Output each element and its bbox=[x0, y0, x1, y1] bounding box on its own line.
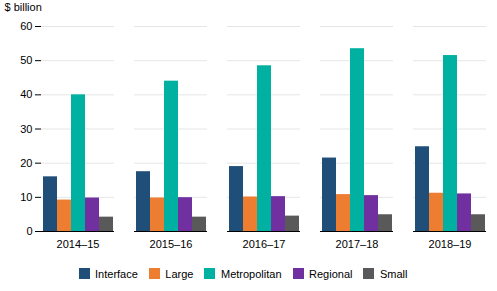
html-text:Metropolitan: Metropolitan bbox=[221, 267, 282, 280]
svg-text:$ billion: $ billion bbox=[5, 1, 42, 13]
html-text:Interface: Interface bbox=[95, 267, 138, 280]
svg-text:2018–19: 2018–19 bbox=[429, 238, 472, 250]
svg-text:0: 0 bbox=[26, 225, 32, 237]
html-text:Small: Small bbox=[380, 267, 408, 280]
svg-text:2014–15: 2014–15 bbox=[57, 238, 100, 250]
svg-text:30: 30 bbox=[20, 123, 32, 135]
svg-text:2017–18: 2017–18 bbox=[336, 238, 379, 250]
svg-text:10: 10 bbox=[20, 191, 32, 203]
svg-text:20: 20 bbox=[20, 157, 32, 169]
html-text:Large: Large bbox=[165, 267, 194, 280]
svg-text:2016–17: 2016–17 bbox=[243, 238, 286, 250]
svg-text:40: 40 bbox=[20, 88, 32, 100]
svg-text:50: 50 bbox=[20, 54, 32, 66]
svg-text:60: 60 bbox=[20, 20, 32, 32]
html-text:Regional: Regional bbox=[309, 267, 353, 280]
svg-text:2015–16: 2015–16 bbox=[150, 238, 193, 250]
